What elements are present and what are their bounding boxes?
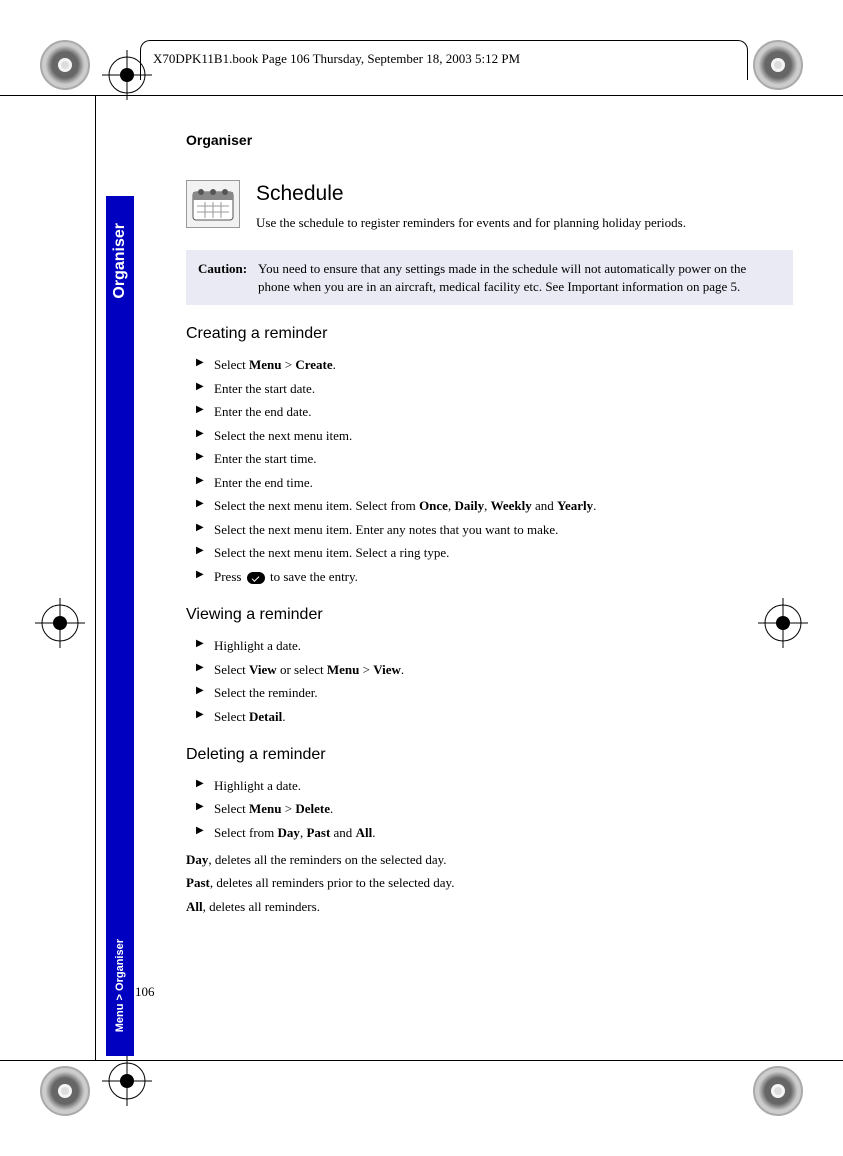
step-item: Select the next menu item. Enter any not…	[196, 518, 793, 542]
step-item: Enter the start date.	[196, 377, 793, 401]
registration-mark-icon	[753, 1066, 803, 1116]
creating-heading: Creating a reminder	[186, 323, 793, 345]
side-tab-breadcrumb: Menu > Organiser	[106, 916, 134, 1056]
schedule-intro: Use the schedule to register reminders f…	[256, 214, 686, 232]
caution-box: Caution: You need to ensure that any set…	[186, 250, 793, 306]
step-item: Select Menu > Create.	[196, 353, 793, 377]
step-item: Select the next menu item. Select a ring…	[196, 541, 793, 565]
header-meta-text: X70DPK11B1.book Page 106 Thursday, Septe…	[153, 51, 520, 66]
caution-label: Caution:	[198, 261, 247, 276]
deleting-heading: Deleting a reminder	[186, 744, 793, 766]
viewing-steps: Highlight a date.Select View or select M…	[186, 634, 793, 728]
note-line: All, deletes all reminders.	[186, 898, 793, 916]
step-item: Highlight a date.	[196, 634, 793, 658]
ok-button-icon	[247, 572, 265, 584]
side-tab-section: Organiser	[106, 196, 134, 326]
schedule-title: Schedule	[256, 180, 686, 208]
note-line: Past, deletes all reminders prior to the…	[186, 874, 793, 892]
step-item: Select the reminder.	[196, 681, 793, 705]
calendar-icon	[186, 180, 240, 228]
step-item: Press to save the entry.	[196, 565, 793, 589]
document-header: X70DPK11B1.book Page 106 Thursday, Septe…	[140, 40, 748, 80]
viewing-heading: Viewing a reminder	[186, 604, 793, 626]
deleting-steps: Highlight a date.Select Menu > Delete.Se…	[186, 774, 793, 845]
step-item: Select the next menu item. Select from O…	[196, 494, 793, 518]
step-item: Enter the end time.	[196, 471, 793, 495]
page-body: Organiser Menu > Organiser Organiser Sch…	[0, 95, 843, 1061]
step-item: Select Detail.	[196, 705, 793, 729]
step-item: Select View or select Menu > View.	[196, 658, 793, 682]
step-item: Enter the start time.	[196, 447, 793, 471]
note-line: Day, deletes all the reminders on the se…	[186, 851, 793, 869]
step-item: Select from Day, Past and All.	[196, 821, 793, 845]
schedule-header-row: Schedule Use the schedule to register re…	[186, 180, 793, 232]
page-content: Organiser Schedule Use the schedule to r…	[186, 131, 793, 921]
creating-steps: Select Menu > Create.Enter the start dat…	[186, 353, 793, 588]
step-item: Highlight a date.	[196, 774, 793, 798]
deleting-notes: Day, deletes all the reminders on the se…	[186, 851, 793, 916]
caution-text: You need to ensure that any settings mad…	[198, 260, 781, 295]
step-item: Select the next menu item.	[196, 424, 793, 448]
schedule-text: Schedule Use the schedule to register re…	[256, 180, 686, 232]
section-label: Organiser	[186, 131, 793, 150]
page-number: 106	[135, 984, 155, 1000]
registration-mark-icon	[40, 1066, 90, 1116]
step-item: Enter the end date.	[196, 400, 793, 424]
step-item: Select Menu > Delete.	[196, 797, 793, 821]
registration-mark-icon	[40, 40, 90, 90]
registration-mark-icon	[753, 40, 803, 90]
